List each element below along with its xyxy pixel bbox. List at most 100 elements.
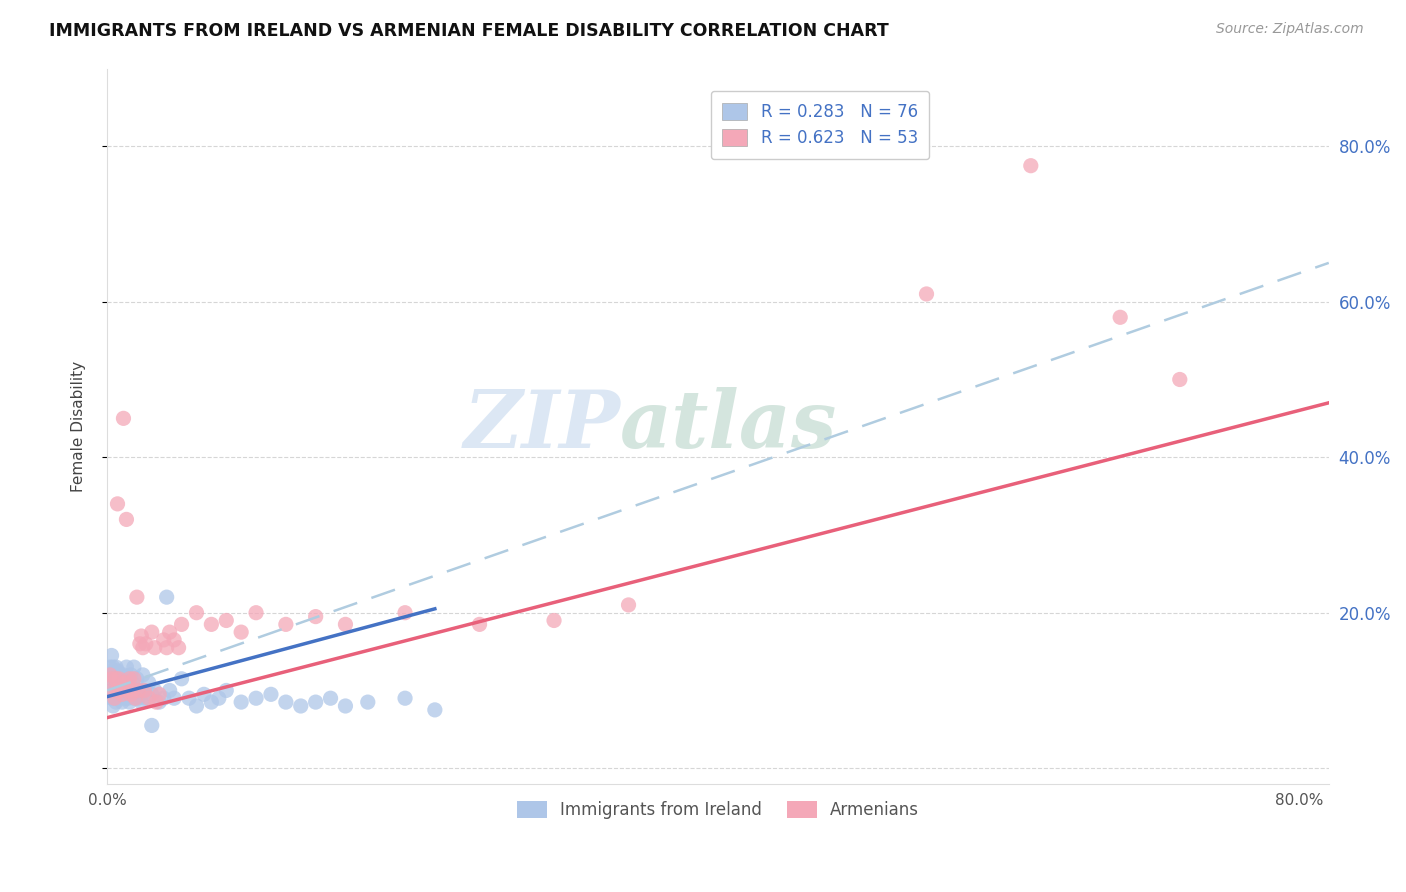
Point bbox=[231, 695, 253, 709]
Y-axis label: Female Disability: Female Disability bbox=[72, 360, 86, 491]
Point bbox=[107, 683, 129, 698]
Point bbox=[115, 683, 138, 698]
Point bbox=[112, 411, 135, 425]
Point bbox=[103, 668, 125, 682]
Point bbox=[122, 691, 145, 706]
Point bbox=[215, 614, 238, 628]
Point bbox=[120, 687, 142, 701]
Point bbox=[112, 668, 135, 682]
Point bbox=[200, 695, 222, 709]
Point bbox=[543, 614, 565, 628]
Point bbox=[108, 672, 131, 686]
Point bbox=[117, 672, 139, 686]
Point bbox=[101, 683, 124, 698]
Point bbox=[305, 609, 328, 624]
Point bbox=[98, 668, 121, 682]
Point bbox=[335, 617, 357, 632]
Point bbox=[107, 687, 129, 701]
Point bbox=[121, 683, 143, 698]
Point bbox=[156, 590, 179, 604]
Point bbox=[305, 695, 328, 709]
Point bbox=[193, 687, 215, 701]
Point bbox=[100, 672, 122, 686]
Point bbox=[138, 691, 160, 706]
Point bbox=[125, 672, 148, 686]
Point bbox=[132, 668, 155, 682]
Point bbox=[163, 691, 186, 706]
Point bbox=[117, 691, 139, 706]
Point bbox=[111, 687, 134, 701]
Point bbox=[128, 683, 150, 698]
Point bbox=[115, 660, 138, 674]
Point bbox=[118, 695, 141, 709]
Point bbox=[1168, 372, 1191, 386]
Point bbox=[124, 691, 146, 706]
Point bbox=[100, 691, 122, 706]
Point bbox=[98, 660, 121, 674]
Point bbox=[114, 691, 136, 706]
Point bbox=[159, 683, 181, 698]
Point bbox=[617, 598, 640, 612]
Point bbox=[105, 695, 128, 709]
Point bbox=[274, 695, 297, 709]
Point bbox=[103, 672, 125, 686]
Point bbox=[186, 606, 208, 620]
Point bbox=[121, 675, 143, 690]
Point bbox=[134, 683, 156, 698]
Point bbox=[114, 675, 136, 690]
Point bbox=[135, 691, 157, 706]
Text: IMMIGRANTS FROM IRELAND VS ARMENIAN FEMALE DISABILITY CORRELATION CHART: IMMIGRANTS FROM IRELAND VS ARMENIAN FEMA… bbox=[49, 22, 889, 40]
Point bbox=[101, 698, 124, 713]
Point bbox=[107, 497, 129, 511]
Point bbox=[394, 606, 416, 620]
Point bbox=[200, 617, 222, 632]
Point bbox=[110, 683, 132, 698]
Point bbox=[152, 691, 174, 706]
Point bbox=[148, 695, 170, 709]
Point bbox=[101, 683, 124, 698]
Point bbox=[138, 675, 160, 690]
Point bbox=[159, 625, 181, 640]
Point bbox=[122, 660, 145, 674]
Point bbox=[208, 691, 231, 706]
Point bbox=[274, 617, 297, 632]
Point bbox=[141, 718, 163, 732]
Point bbox=[170, 672, 193, 686]
Point bbox=[118, 683, 141, 698]
Point bbox=[97, 668, 120, 682]
Point bbox=[167, 640, 190, 655]
Text: ZIP: ZIP bbox=[464, 387, 620, 465]
Point bbox=[335, 698, 357, 713]
Point bbox=[107, 664, 129, 678]
Point bbox=[260, 687, 283, 701]
Point bbox=[132, 640, 155, 655]
Point bbox=[152, 632, 174, 647]
Point bbox=[103, 691, 125, 706]
Point bbox=[100, 672, 122, 686]
Point bbox=[105, 683, 128, 698]
Point bbox=[103, 691, 125, 706]
Point bbox=[100, 648, 122, 663]
Point bbox=[357, 695, 380, 709]
Point bbox=[122, 672, 145, 686]
Point bbox=[107, 675, 129, 690]
Point bbox=[245, 691, 267, 706]
Point bbox=[245, 606, 267, 620]
Point bbox=[148, 687, 170, 701]
Legend: Immigrants from Ireland, Armenians: Immigrants from Ireland, Armenians bbox=[510, 794, 927, 825]
Point bbox=[111, 695, 134, 709]
Point bbox=[290, 698, 312, 713]
Point bbox=[468, 617, 491, 632]
Point bbox=[124, 683, 146, 698]
Point bbox=[127, 683, 149, 698]
Point bbox=[915, 287, 938, 301]
Point bbox=[114, 675, 136, 690]
Point bbox=[118, 672, 141, 686]
Point bbox=[127, 691, 149, 706]
Point bbox=[101, 660, 124, 674]
Point bbox=[170, 617, 193, 632]
Point bbox=[120, 687, 142, 701]
Point bbox=[108, 691, 131, 706]
Point bbox=[215, 683, 238, 698]
Point bbox=[156, 640, 179, 655]
